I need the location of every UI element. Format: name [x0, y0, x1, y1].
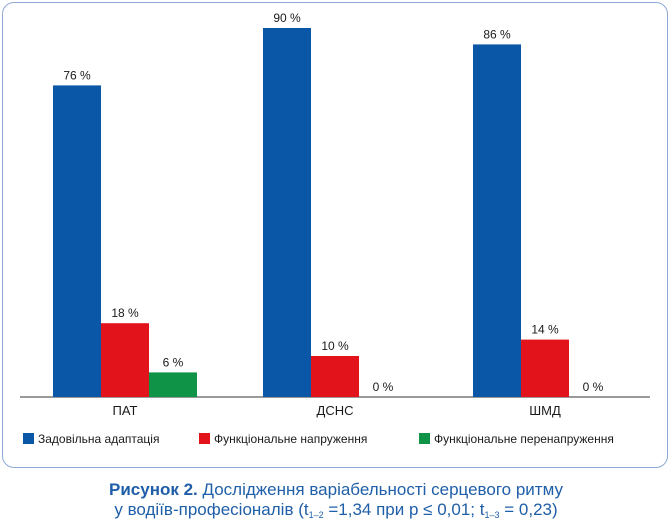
data-label-2-1: 90 % — [273, 11, 301, 25]
figure-caption: Рисунок 2. Дослідження варіабельності се… — [0, 480, 672, 525]
category-label-3: ШМД — [529, 403, 561, 418]
caption-sub-2: 1–3 — [484, 510, 500, 520]
legend-swatch-2 — [199, 433, 210, 444]
bar-3-1 — [473, 44, 521, 398]
bar-1-2 — [101, 323, 149, 397]
data-label-1-3: 6 % — [163, 355, 184, 369]
data-label-3-1: 86 % — [483, 27, 511, 41]
bar-1-3 — [149, 372, 197, 397]
bar-2-2 — [311, 356, 359, 397]
data-label-3-3: 0 % — [583, 380, 604, 394]
category-label-2: ДСНС — [317, 403, 354, 418]
legend-label-3: Функціональне перенапруження — [434, 432, 614, 446]
data-label-1-2: 18 % — [111, 306, 139, 320]
caption-line-1: Рисунок 2. Дослідження варіабельності се… — [0, 480, 672, 500]
bar-2-1 — [263, 28, 311, 397]
legend-label-1: Задовільна адаптація — [38, 432, 159, 446]
data-label-2-3: 0 % — [373, 380, 394, 394]
caption-text-2b: =1,34 при p ≤ 0,01; t — [328, 500, 485, 519]
bar-1-1 — [53, 85, 101, 398]
category-label-1: ПАТ — [113, 403, 138, 418]
legend-swatch-3 — [419, 433, 430, 444]
caption-text-2c: = 0,23) — [504, 500, 558, 519]
data-label-3-2: 14 % — [531, 323, 559, 337]
legend-label-2: Функціональне напруження — [214, 432, 367, 446]
caption-line-2: у водіїв-професіоналів (t1–2 =1,34 при p… — [0, 500, 672, 525]
caption-text-2a: у водіїв-професіоналів (t — [114, 500, 309, 519]
bar-chart: 76 % 18 % 6 % ПАТ 90 % 10 % 0 % ДСНС 86 % 14 % 0 %… — [20, 11, 650, 446]
data-label-2-2: 10 % — [321, 339, 349, 353]
caption-sub-1: 1–2 — [308, 510, 324, 520]
legend-swatch-1 — [23, 433, 34, 444]
data-label-1-1: 76 % — [63, 68, 91, 82]
bar-3-2 — [521, 339, 569, 397]
caption-text-1: Дослідження варіабельності серцевого рит… — [202, 480, 563, 499]
figure-label: Рисунок 2. — [109, 480, 198, 499]
